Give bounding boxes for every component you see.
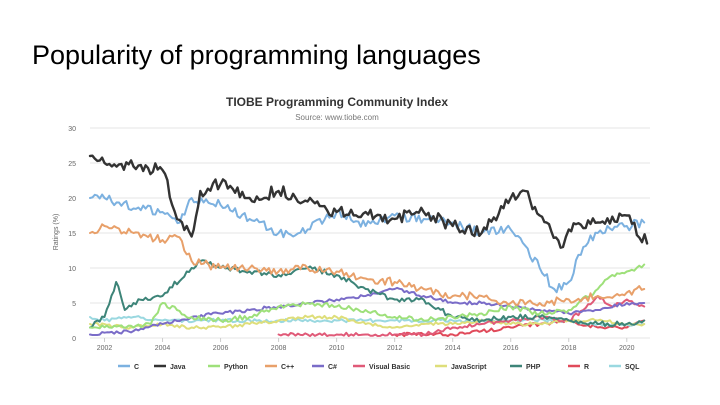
series-line-javascript bbox=[89, 314, 646, 330]
x-tick-label: 2018 bbox=[561, 345, 577, 352]
legend-item[interactable]: C# bbox=[312, 364, 337, 371]
y-tick-label: 10 bbox=[68, 266, 76, 273]
legend-item[interactable]: C++ bbox=[265, 364, 294, 371]
chart-title: TIOBE Programming Community Index bbox=[226, 95, 448, 109]
legend-item[interactable]: R bbox=[568, 364, 589, 371]
y-tick-label: 0 bbox=[72, 336, 76, 343]
x-tick-label: 2008 bbox=[271, 345, 287, 352]
legend-label: Python bbox=[224, 364, 248, 371]
x-tick-label: 2012 bbox=[387, 345, 403, 352]
x-tick-label: 2020 bbox=[619, 345, 635, 352]
legend-item[interactable]: Visual Basic bbox=[353, 364, 410, 371]
x-tick-label: 2004 bbox=[155, 345, 171, 352]
series-line-c- bbox=[89, 223, 646, 307]
series-lines bbox=[88, 154, 649, 338]
legend-label: R bbox=[584, 364, 589, 371]
legend-label: C bbox=[134, 364, 139, 371]
y-tick-label: 20 bbox=[68, 196, 76, 203]
series-line-sql bbox=[89, 315, 646, 327]
series-line-java bbox=[88, 154, 649, 249]
legend-item[interactable]: Python bbox=[208, 364, 248, 371]
legend-label: Java bbox=[170, 364, 186, 371]
series-line-php bbox=[89, 259, 646, 329]
legend-label: JavaScript bbox=[451, 364, 487, 371]
axis-ticks: 0 5 10 15 20 25 30 2002 2004 2006 2008 2010 2012 2014… bbox=[68, 126, 634, 352]
legend-item[interactable]: PHP bbox=[510, 364, 541, 371]
series-line-r bbox=[393, 318, 646, 338]
legend-item[interactable]: JavaScript bbox=[435, 364, 487, 371]
x-tick-label: 2016 bbox=[503, 345, 519, 352]
legend-label: Visual Basic bbox=[369, 364, 410, 371]
series-line-python bbox=[89, 263, 646, 330]
legend-label: C++ bbox=[281, 364, 294, 371]
x-tick-label: 2006 bbox=[213, 345, 229, 352]
slide-title: Popularity of programming languages bbox=[32, 40, 481, 70]
legend: C Java Python C++ C# Visual Basic JavaScript PH… bbox=[118, 364, 640, 371]
x-tick-label: 2014 bbox=[445, 345, 461, 352]
y-tick-label: 5 bbox=[72, 301, 76, 308]
legend-item[interactable]: SQL bbox=[609, 364, 640, 371]
x-tick-label: 2010 bbox=[329, 345, 345, 352]
legend-item[interactable]: Java bbox=[154, 364, 186, 371]
legend-label: SQL bbox=[625, 364, 640, 371]
y-tick-label: 15 bbox=[68, 231, 76, 238]
chart-subtitle: Source: www.tiobe.com bbox=[295, 113, 379, 122]
series-line-c- bbox=[89, 286, 646, 336]
y-tick-label: 30 bbox=[68, 126, 76, 133]
legend-label: C# bbox=[328, 364, 337, 371]
legend-label: PHP bbox=[526, 364, 541, 371]
grid-lines bbox=[90, 127, 650, 339]
legend-item[interactable]: C bbox=[118, 364, 139, 371]
y-tick-label: 25 bbox=[68, 161, 76, 168]
x-tick-label: 2002 bbox=[97, 345, 113, 352]
y-axis-label: Ratings (%) bbox=[53, 214, 60, 251]
series-line-c bbox=[89, 193, 646, 294]
